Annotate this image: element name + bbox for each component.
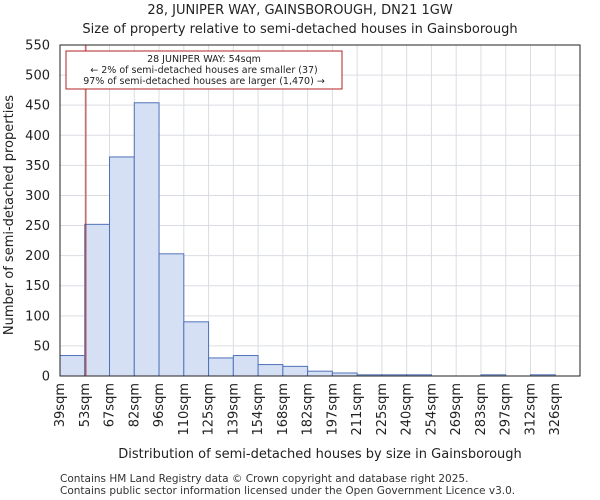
bar-182sqm xyxy=(307,370,333,377)
x-tick-label: 82sqm xyxy=(127,383,142,427)
x-tick-label: 197sqm xyxy=(325,383,340,436)
y-tick-label: 350 xyxy=(25,159,50,174)
x-tick-label: 110sqm xyxy=(177,383,192,436)
x-tick-label: 225sqm xyxy=(375,383,390,436)
annotation-box xyxy=(65,50,343,90)
x-tick-label: 182sqm xyxy=(301,383,316,436)
y-axis-title: Number of semi-detached properties xyxy=(2,95,17,335)
bar-154sqm xyxy=(257,364,284,377)
bar-125sqm xyxy=(208,357,234,377)
y-tick-labels: 0 50 100 150 200 250 300 350 400 450 500 550 xyxy=(25,39,50,385)
x-tick-label: 254sqm xyxy=(424,383,439,436)
y-tick-label: 0 xyxy=(42,370,50,385)
y-tick-label: 250 xyxy=(25,219,50,234)
y-tick-label: 550 xyxy=(25,39,50,54)
bar-53sqm xyxy=(84,223,111,377)
x-tick-label: 312sqm xyxy=(523,383,538,436)
chart-title: 28, JUNIPER WAY, GAINSBOROUGH, DN21 1GW xyxy=(147,3,453,18)
x-tick-labels: 39sqm 53sqm 67sqm 82sqm 96sqm 110sqm 125sqm 139… xyxy=(53,383,563,436)
x-tick-label: 283sqm xyxy=(474,383,489,436)
bar-67sqm xyxy=(109,156,135,377)
y-tick-label: 50 xyxy=(33,339,50,354)
y-tick-label: 150 xyxy=(25,279,50,294)
annotation-line-1: 28 JUNIPER WAY: 54sqm xyxy=(147,54,261,65)
footer-attribution-1: Contains HM Land Registry data © Crown c… xyxy=(60,473,468,485)
bar-39sqm xyxy=(59,355,86,377)
footer-attribution-2: Contains public sector information licen… xyxy=(60,485,515,497)
x-tick-label: 240sqm xyxy=(400,383,415,436)
plot-frame xyxy=(59,44,581,377)
y-tick-label: 450 xyxy=(25,99,50,114)
x-axis-title: Distribution of semi-detached houses by … xyxy=(118,447,522,462)
y-tick-label: 100 xyxy=(25,309,50,324)
x-tick-label: 67sqm xyxy=(103,383,118,427)
x-tick-label: 96sqm xyxy=(152,383,167,427)
x-tick-label: 168sqm xyxy=(276,383,291,436)
bar-96sqm xyxy=(158,253,185,377)
x-tick-label: 297sqm xyxy=(499,383,514,436)
x-tick-label: 139sqm xyxy=(226,383,241,436)
x-tick-label: 39sqm xyxy=(53,383,68,427)
chart-subtitle: Size of property relative to semi-detach… xyxy=(82,22,517,37)
bar-82sqm xyxy=(133,102,160,377)
x-tick-label: 53sqm xyxy=(78,383,93,427)
y-tick-label: 500 xyxy=(25,69,50,84)
y-tick-label: 400 xyxy=(25,129,50,144)
y-tick-label: 300 xyxy=(25,189,50,204)
bar-168sqm xyxy=(282,365,309,377)
bar-139sqm xyxy=(232,355,259,377)
x-tick-label: 125sqm xyxy=(202,383,217,436)
x-tick-label: 269sqm xyxy=(449,383,464,436)
x-tick-label: 326sqm xyxy=(548,383,563,436)
bars xyxy=(59,102,556,377)
x-tick-label: 154sqm xyxy=(251,383,266,436)
bar-110sqm xyxy=(183,321,210,377)
annotation-line-3: 97% of semi-detached houses are larger (… xyxy=(83,76,325,87)
annotation-line-2: ← 2% of semi-detached houses are smaller… xyxy=(90,65,318,76)
x-tick-label: 211sqm xyxy=(350,383,365,436)
y-tick-label: 200 xyxy=(25,249,50,264)
